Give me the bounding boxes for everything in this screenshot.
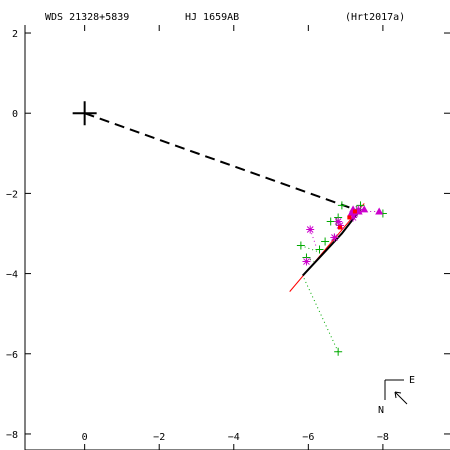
square-marker (352, 209, 357, 214)
x-tick-label: 0 (82, 432, 88, 443)
y-tick-label: −8 (6, 430, 18, 441)
asterisk-marker (349, 213, 358, 222)
orbit-arc (302, 208, 362, 277)
observation-markers (296, 201, 387, 356)
asterisk-marker (350, 209, 359, 218)
triangle-marker (375, 207, 384, 215)
asterisk-marker (302, 257, 311, 266)
plot-frame (24, 25, 450, 450)
plus-marker (321, 237, 330, 246)
asterisk-marker (306, 225, 315, 234)
header-pair: HJ 1659AB (185, 12, 239, 23)
compass: E N (378, 375, 415, 416)
compass-east-label: E (409, 375, 415, 386)
asterisk-marker (334, 217, 343, 226)
plus-marker (337, 201, 346, 210)
triangle-marker (347, 209, 356, 217)
plus-marker (315, 245, 324, 254)
y-tick-label: −2 (6, 189, 18, 200)
asterisk-marker (330, 233, 339, 242)
y-tick-label: 0 (12, 109, 18, 120)
header-orbit: (Hrt2017a) (345, 12, 405, 23)
residual-lines (300, 210, 380, 352)
residual-line (309, 229, 317, 246)
asterisk-marker (336, 221, 345, 230)
primary-star-marker (72, 101, 97, 126)
compass-arrowhead (394, 391, 402, 399)
x-tick-label: −2 (153, 432, 165, 443)
residual-line (306, 257, 315, 262)
plus-marker (296, 241, 305, 250)
compass-motion-arrow (394, 391, 408, 405)
square-marker (338, 225, 343, 230)
x-tick-label: −4 (228, 432, 240, 443)
y-tick-label: −4 (6, 270, 18, 281)
x-tick-label: −6 (302, 432, 314, 443)
square-marker (347, 215, 352, 220)
primary-plus (72, 101, 97, 126)
y-tick-label: −6 (6, 350, 18, 361)
compass-north-label: N (378, 405, 384, 416)
plus-marker (326, 217, 335, 226)
header-wds: WDS 21328+5839 (45, 12, 129, 23)
triangle-marker (360, 205, 369, 213)
plus-marker (334, 347, 343, 356)
x-tick-label: −8 (377, 432, 389, 443)
axis-ticks: −8 −6 −4 −2 0 −8 −6 −4 −2 0 2 (6, 25, 450, 450)
residual-line (300, 245, 318, 253)
y-tick-label: 2 (12, 29, 18, 40)
